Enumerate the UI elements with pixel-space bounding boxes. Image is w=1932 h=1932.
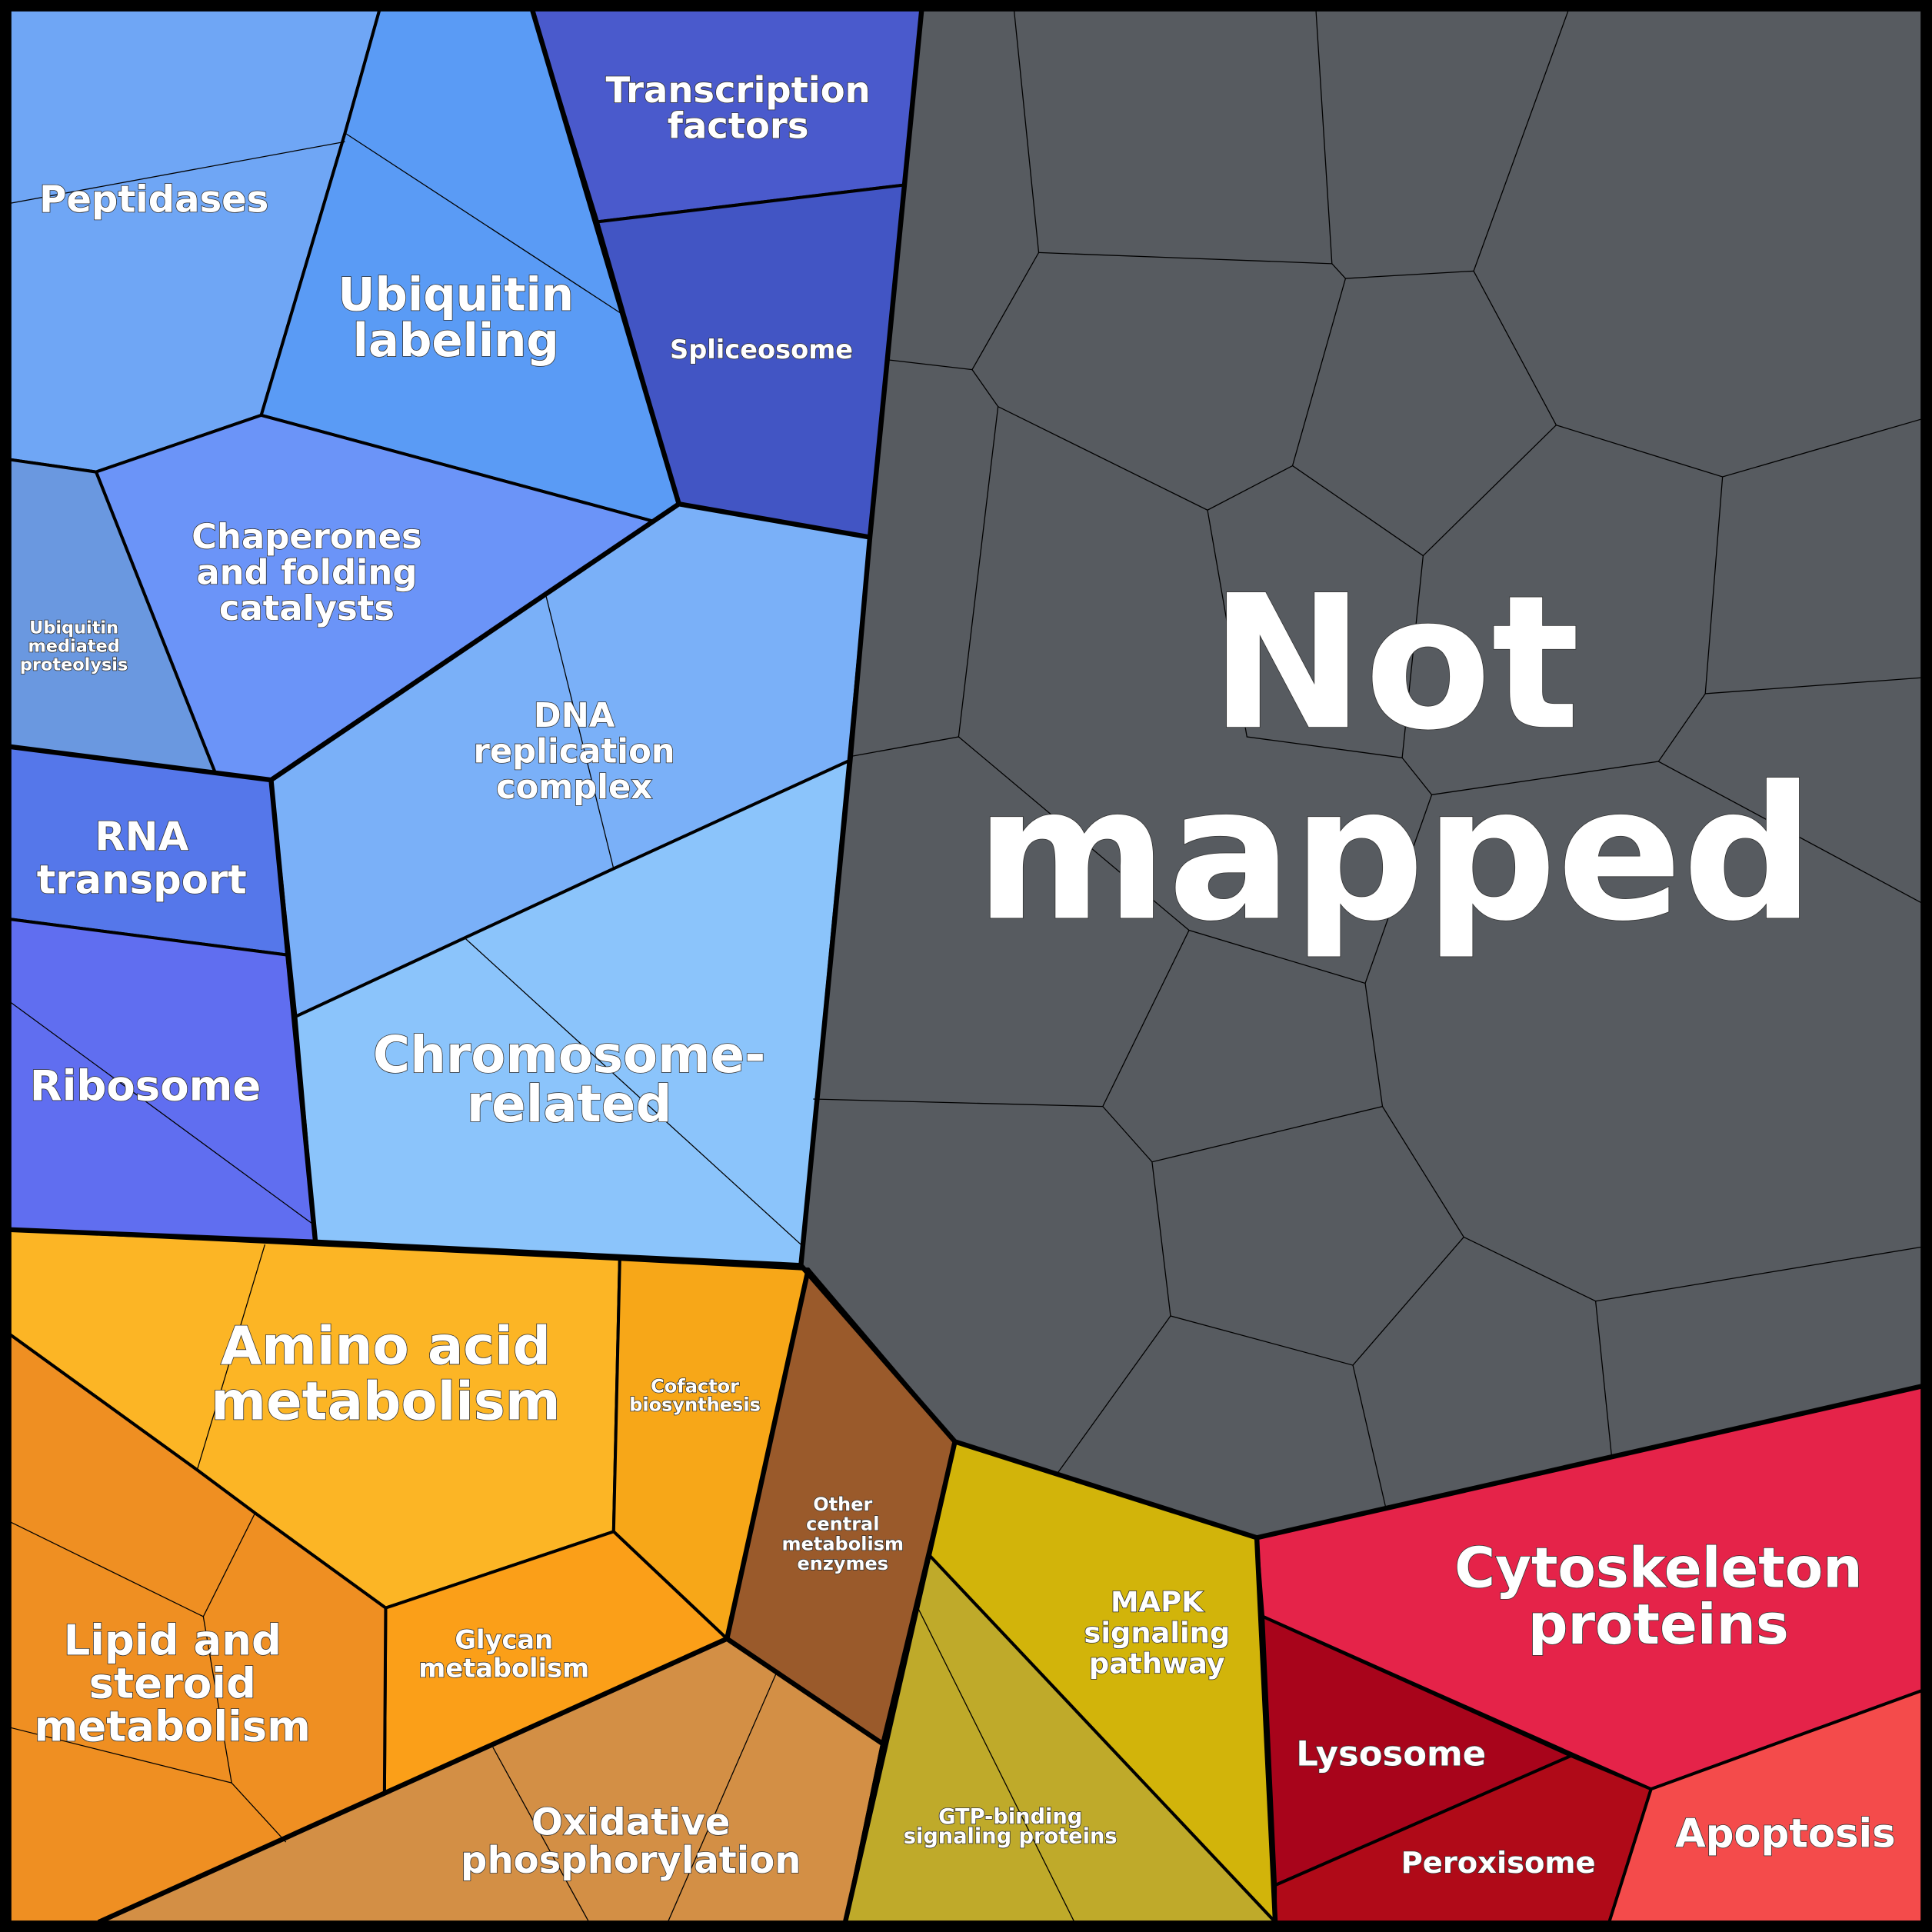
- label-line: enzymes: [797, 1553, 888, 1574]
- region-label: Peptidases: [39, 178, 268, 222]
- sub-cell-lines: [9, 9, 1923, 1923]
- label-line: Ribosome: [30, 1061, 261, 1111]
- region-label: Oxidative phosphorylation: [461, 1800, 801, 1882]
- region-label: Lysosome: [1296, 1734, 1486, 1774]
- label-line: Amino acid: [221, 1315, 551, 1377]
- label-line: Lysosome: [1296, 1734, 1486, 1774]
- label-line: Peroxisome: [1401, 1846, 1596, 1880]
- label-line: metabolism: [35, 1702, 311, 1751]
- label-line: phosphorylation: [461, 1839, 801, 1882]
- region-label: Amino acid metabolism: [211, 1315, 560, 1432]
- label-line: Chromosome-: [373, 1026, 765, 1084]
- label-line: DNA: [534, 697, 615, 735]
- region-label: Ubiquitin labeling: [338, 268, 574, 367]
- region-label: DNA replication complex: [473, 697, 675, 807]
- label-line: Cytoskeleton: [1454, 1536, 1863, 1601]
- region-label: MAPK signaling pathway: [1084, 1585, 1230, 1680]
- region-label: Ribosome: [30, 1061, 261, 1111]
- label-line: labeling: [353, 314, 559, 367]
- label-line: biosynthesis: [629, 1394, 761, 1415]
- label-line: metabolism: [211, 1371, 560, 1433]
- label-line: Other: [813, 1494, 872, 1515]
- region-label: Chromosome-related: [373, 1026, 765, 1134]
- label-line: proteins: [1528, 1593, 1789, 1657]
- region-label: Glycan metabolism: [418, 1625, 589, 1684]
- label-line: Glycan: [455, 1625, 553, 1655]
- label-line: replication: [473, 733, 675, 771]
- region-label: Spliceosome: [670, 335, 853, 365]
- label-line: mapped: [975, 747, 1815, 962]
- region-borders: [9, 8, 1923, 1925]
- label-line: Cofactor: [651, 1375, 739, 1397]
- label-line: and folding: [196, 551, 417, 592]
- label-line: catalysts: [219, 588, 395, 628]
- label-line: Peptidases: [39, 178, 268, 222]
- label-line: related: [467, 1075, 672, 1134]
- label-line: Chaperones: [192, 516, 422, 557]
- label-line: metabolism: [782, 1533, 904, 1554]
- region-label: Other central metabolism enzymes: [782, 1494, 904, 1574]
- label-line: Spliceosome: [670, 335, 853, 365]
- label-line: transport: [37, 857, 247, 903]
- label-line: signaling: [1084, 1617, 1230, 1650]
- region-label: Cofactor biosynthesis: [629, 1375, 761, 1415]
- region-label: Ubiquitin mediated proteolysis: [20, 618, 128, 675]
- label-line: factors: [668, 105, 809, 146]
- region-label: Not mapped: [975, 555, 1815, 961]
- label-line: Oxidative: [531, 1800, 730, 1844]
- label-line: Apoptosis: [1675, 1810, 1896, 1857]
- label-line: Lipid and: [64, 1616, 281, 1665]
- label-line: pathway: [1089, 1647, 1225, 1681]
- region-label: Transcription factors: [606, 69, 871, 146]
- label-line: RNA: [95, 814, 188, 860]
- label-line: Ubiquitin: [338, 268, 574, 321]
- label-line: complex: [496, 768, 653, 807]
- label-line: mediated: [28, 636, 119, 656]
- label-line: signaling proteins: [904, 1825, 1118, 1849]
- label-line: Ubiquitin: [29, 618, 118, 638]
- region-label: Chaperones and folding catalysts: [192, 516, 422, 628]
- label-line: Transcription: [606, 69, 871, 111]
- label-line: central: [806, 1514, 879, 1535]
- label-line: GTP-binding: [938, 1805, 1082, 1829]
- region-label: Lipid and steroid metabolism: [35, 1616, 311, 1751]
- label-line: proteolysis: [20, 655, 128, 675]
- label-line: Not: [1210, 555, 1580, 771]
- label-line: steroid: [89, 1659, 256, 1708]
- region-label: Cytoskeleton proteins: [1454, 1536, 1863, 1657]
- region-label: Peroxisome: [1401, 1846, 1596, 1880]
- label-line: MAPK: [1111, 1585, 1204, 1618]
- label-line: metabolism: [418, 1653, 589, 1683]
- region-label: RNA transport: [37, 814, 247, 903]
- region-label: Apoptosis: [1675, 1810, 1896, 1857]
- region-label: GTP-binding signaling proteins: [904, 1805, 1118, 1849]
